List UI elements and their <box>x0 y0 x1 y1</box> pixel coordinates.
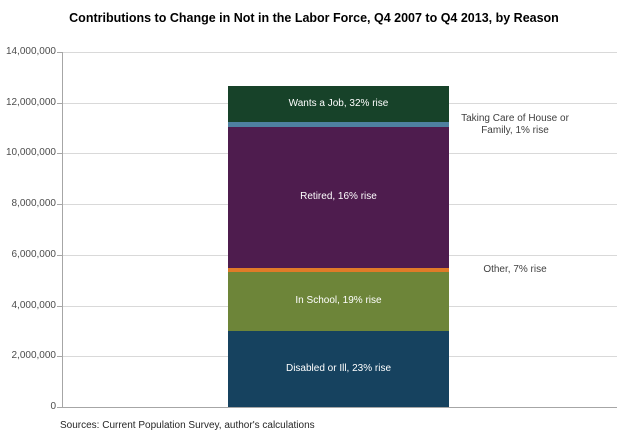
x-axis-line <box>62 407 617 408</box>
y-axis-tick <box>57 254 62 256</box>
y-axis-tick <box>57 356 62 358</box>
y-axis-tick-label: 4,000,000 <box>11 299 57 311</box>
bar-segment-other <box>228 267 449 272</box>
y-axis-tick-label: 8,000,000 <box>11 198 57 210</box>
y-axis-line <box>62 52 63 407</box>
source-note: Sources: Current Population Survey, auth… <box>60 420 315 431</box>
chart-title: Contributions to Change in Not in the La… <box>69 11 559 25</box>
y-axis-tick-label: 10,000,000 <box>5 147 56 159</box>
segment-label: Disabled or Ill, 23% rise <box>285 362 392 374</box>
y-axis-tick-label: 6,000,000 <box>11 248 57 260</box>
annotation-other: Other, 7% rise <box>483 263 547 275</box>
segment-label: Wants a Job, 32% rise <box>288 97 389 109</box>
segment-label: In School, 19% rise <box>295 295 382 307</box>
bar-segment-wants-a-job <box>228 85 449 122</box>
y-axis-tick <box>57 407 62 408</box>
segment-label: Retired, 16% rise <box>300 191 377 203</box>
gridline <box>62 52 617 53</box>
y-axis-tick-label: 2,000,000 <box>11 350 57 362</box>
bar-segment-taking-care-of-house-or-family <box>228 121 449 128</box>
y-axis-tick-label: 14,000,000 <box>5 46 56 57</box>
y-axis-tick <box>57 305 62 307</box>
y-axis-tick-label: 0 <box>50 401 56 412</box>
annotation-taking-care-of-house-or-family: Taking Care of House or Family, 1% rise <box>461 112 569 136</box>
bar-segment-disabled-or-ill <box>228 330 449 407</box>
y-axis-tick <box>57 52 62 53</box>
bar-segment-retired <box>228 127 449 268</box>
bar-segment-in-school <box>228 271 449 331</box>
y-axis-tick <box>57 102 62 104</box>
y-axis-tick <box>57 153 62 155</box>
y-axis-tick-label: 12,000,000 <box>5 96 56 108</box>
y-axis-tick <box>57 204 62 206</box>
